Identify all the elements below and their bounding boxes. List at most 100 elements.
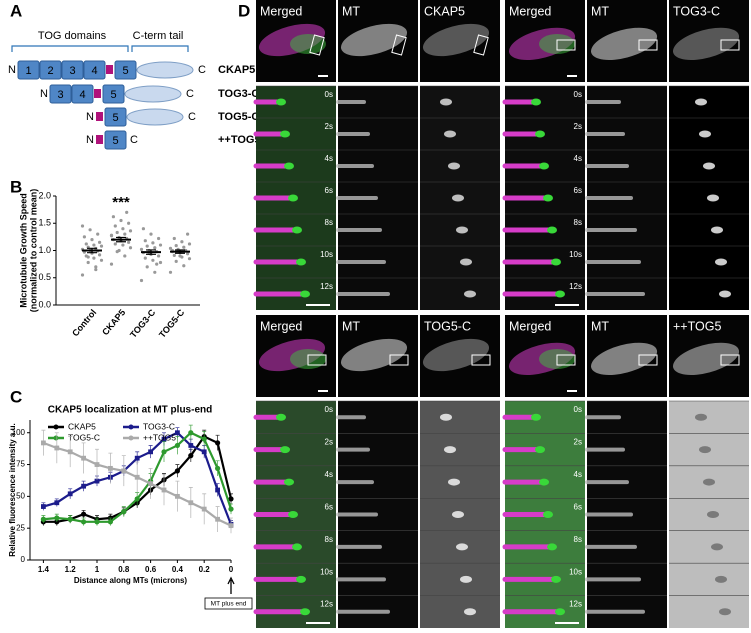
- data-point: [188, 453, 194, 459]
- data-point: [201, 436, 207, 442]
- x-tick-label: 0.6: [145, 565, 157, 574]
- data-point: [80, 273, 85, 277]
- data-point: [125, 210, 129, 214]
- time-label: 10s: [320, 250, 333, 259]
- channel-label: MT: [591, 319, 609, 333]
- cell: [590, 27, 658, 60]
- y-tick-label: 1.0: [38, 245, 51, 255]
- y-tick-label: 50: [16, 491, 25, 500]
- legend-label: TOG3-C: [143, 421, 175, 431]
- data-point: [121, 227, 125, 231]
- plus-end: [707, 511, 719, 518]
- data-point: [94, 265, 98, 269]
- c-terminus: C: [188, 111, 196, 123]
- plus-end: [296, 575, 306, 583]
- chart-title: CKAP5 localization at MT plus-end: [48, 405, 212, 416]
- data-point: [81, 455, 86, 461]
- data-point: [123, 232, 127, 236]
- time-label: 8s: [325, 535, 333, 544]
- domain-label: 3: [69, 65, 75, 77]
- construct-name: CKAP5: [218, 64, 255, 76]
- y-tick-label: 1.5: [38, 218, 51, 228]
- c-terminus: C: [130, 134, 138, 146]
- time-label: 6s: [574, 186, 582, 195]
- domain-label: 5: [110, 89, 116, 101]
- data-point: [94, 267, 98, 272]
- data-point: [215, 440, 221, 446]
- data-point: [54, 445, 60, 451]
- data-point: [180, 240, 184, 244]
- construct-name: ++TOG5: [218, 134, 261, 146]
- data-point: [81, 483, 86, 489]
- time-label: 4s: [325, 154, 333, 163]
- plus-end: [464, 290, 476, 298]
- plus-end: [440, 413, 452, 421]
- tog-domain: [104, 107, 127, 127]
- group-label: C-term tail: [133, 30, 184, 42]
- y-tick-label: 0.0: [38, 299, 51, 309]
- plus-end: [444, 446, 456, 454]
- data-point: [161, 449, 167, 455]
- domain-label: 2: [47, 65, 53, 77]
- panel-label: D: [238, 1, 250, 20]
- time-label: 12s: [569, 600, 582, 609]
- data-point: [90, 238, 94, 242]
- domain-label: 1: [25, 65, 31, 77]
- plus-end: [456, 543, 468, 551]
- data-point: [86, 255, 90, 259]
- data-point: [145, 244, 149, 248]
- plus-end: [539, 478, 549, 486]
- roi-box: [556, 354, 576, 366]
- plus-end: [284, 162, 294, 170]
- data-point: [99, 258, 104, 262]
- data-point: [123, 254, 127, 258]
- domain-label: 5: [112, 112, 118, 124]
- channel-label: Merged: [509, 319, 551, 333]
- data-point: [201, 506, 207, 512]
- legend-label: TOG5-C: [68, 432, 100, 442]
- data-point: [88, 228, 92, 232]
- data-point: [113, 224, 117, 228]
- data-point: [151, 241, 155, 245]
- data-point: [134, 496, 140, 502]
- data-point: [174, 243, 178, 248]
- tog-domain: [71, 84, 94, 104]
- time-label: 0s: [325, 90, 333, 99]
- plus-end: [460, 575, 472, 583]
- plus-end: [531, 98, 541, 106]
- cell: [422, 23, 490, 57]
- bracket: [11, 45, 129, 52]
- plus-end: [715, 575, 727, 583]
- data-point: [158, 243, 163, 247]
- data-point: [186, 232, 190, 236]
- n-terminus: N: [86, 111, 94, 123]
- x-tick-label: TOG3-C: [128, 307, 158, 340]
- plus-end: [448, 162, 460, 170]
- data-point: [155, 262, 159, 266]
- plus-end: [292, 226, 302, 234]
- time-label: 2s: [574, 122, 582, 131]
- plus-end: [699, 130, 711, 138]
- data-point: [54, 519, 60, 525]
- data-point: [134, 455, 140, 461]
- plus-end: [284, 478, 294, 486]
- plus-end: [280, 130, 290, 138]
- time-label: 2s: [574, 438, 582, 447]
- cell: [590, 342, 658, 375]
- data-point: [40, 516, 47, 522]
- plus-end: [276, 413, 286, 421]
- annotation: MT plus end: [211, 601, 247, 608]
- plus-end: [555, 290, 565, 298]
- plus-end: [703, 478, 715, 486]
- data-point: [67, 516, 73, 522]
- data-point: [139, 247, 144, 252]
- data-point: [187, 257, 192, 261]
- plus-end: [707, 194, 719, 202]
- domain-label: 5: [112, 135, 118, 147]
- x-tick-label: Control: [70, 307, 98, 338]
- data-point: [108, 465, 113, 471]
- time-label: 8s: [574, 535, 582, 544]
- cell: [340, 23, 408, 57]
- channel-label: MT: [591, 4, 609, 18]
- channel-label: MT: [342, 4, 360, 18]
